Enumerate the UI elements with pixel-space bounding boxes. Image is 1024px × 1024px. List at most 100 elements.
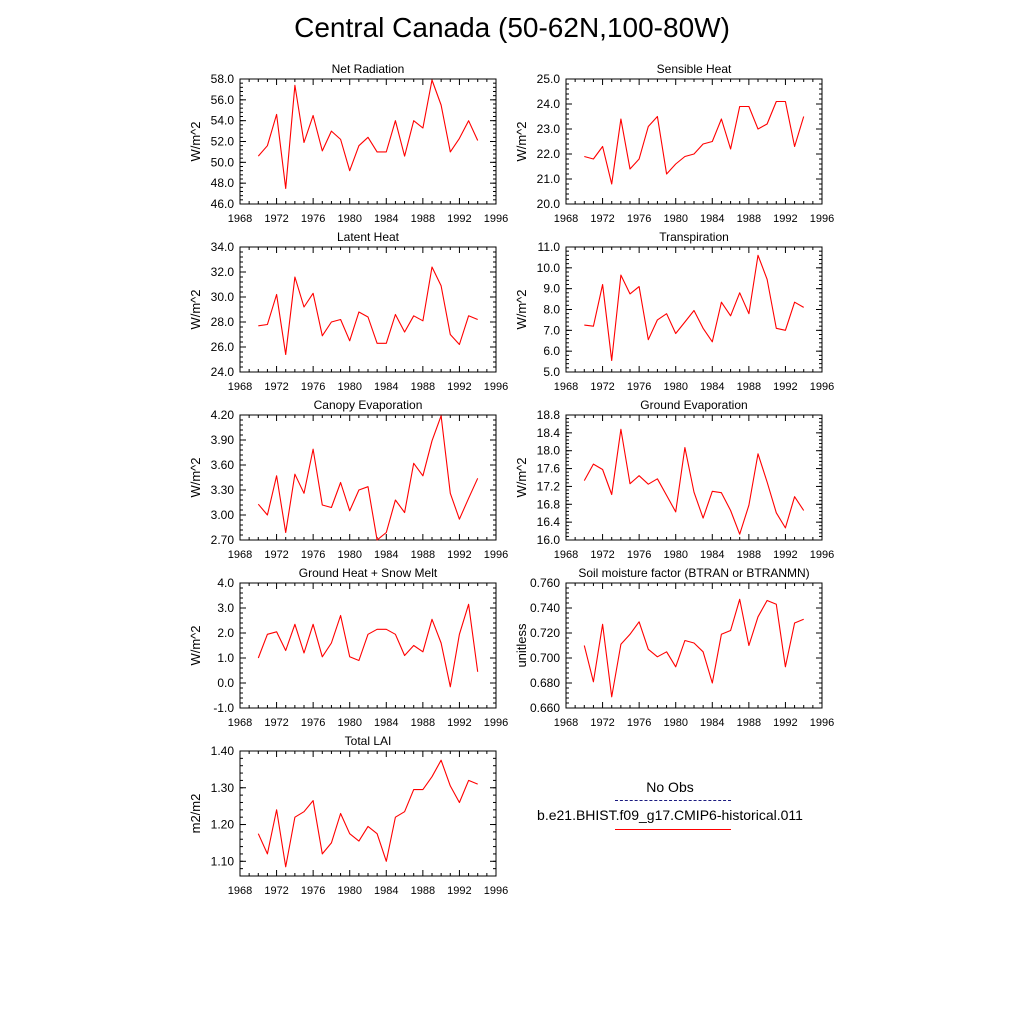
x-tick-label: 1996: [484, 381, 508, 393]
y-tick-label: 26.0: [211, 340, 235, 354]
panel-title: Soil moisture factor (BTRAN or BTRANMN): [578, 566, 809, 580]
x-tick-label: 1980: [337, 381, 361, 393]
x-tick-label: 1972: [264, 885, 288, 897]
y-tick-label: 4.0: [217, 576, 234, 590]
chart-panel: 1968 1972 1976 1980 1984 1988 1992 1996 0.660 0.6…: [514, 566, 834, 729]
y-axis-label: unitless: [514, 623, 529, 668]
page-title: Central Canada (50-62N,100-80W): [294, 12, 730, 43]
series-line: [257, 759, 478, 868]
y-tick-label: 52.0: [211, 135, 235, 149]
y-tick-label: 6.0: [543, 344, 560, 358]
y-tick-label: 17.2: [537, 479, 561, 493]
y-tick-label: 3.0: [217, 601, 234, 615]
y-tick-label: 25.0: [537, 72, 561, 86]
x-tick-label: 1980: [663, 213, 687, 225]
x-tick-label: 1988: [737, 549, 761, 561]
x-tick-label: 1996: [484, 717, 508, 729]
x-tick-label: 1984: [374, 717, 398, 729]
series-line: [584, 254, 804, 362]
chart-panel: 1968 1972 1976 1980 1984 1988 1992 1996 2.70 3.00…: [188, 398, 508, 561]
y-tick-label: 34.0: [211, 240, 235, 254]
y-axis-label: W/m^2: [514, 121, 529, 161]
x-tick-label: 1972: [590, 381, 614, 393]
x-tick-label: 1992: [447, 549, 471, 561]
y-tick-label: -1.0: [213, 701, 234, 715]
y-tick-label: 0.0: [217, 676, 234, 690]
x-tick-label: 1988: [411, 549, 435, 561]
x-tick-label: 1976: [627, 549, 651, 561]
series-line: [584, 100, 805, 185]
series-line: [257, 79, 479, 189]
x-tick-label: 1976: [627, 381, 651, 393]
y-axis-label: W/m^2: [188, 121, 203, 161]
y-tick-label: 3.00: [211, 508, 235, 522]
plot-frame: [239, 414, 497, 541]
x-tick-label: 1988: [411, 885, 435, 897]
y-tick-label: 18.4: [537, 426, 561, 440]
y-tick-label: 18.8: [537, 408, 561, 422]
x-tick-label: 1980: [663, 381, 687, 393]
plot-frame: [565, 246, 823, 373]
y-tick-label: 23.0: [537, 122, 561, 136]
y-tick-label: 8.0: [543, 303, 560, 317]
chart-panel: 1968 1972 1976 1980 1984 1988 1992 1996 46.0 48.0…: [188, 62, 508, 225]
x-tick-label: 1968: [554, 717, 578, 729]
series-line: [257, 415, 479, 541]
x-tick-label: 1996: [484, 549, 508, 561]
x-tick-label: 1988: [411, 213, 435, 225]
series-line: [583, 598, 804, 698]
x-tick-label: 1976: [301, 213, 325, 225]
y-tick-label: 32.0: [211, 265, 235, 279]
x-tick-label: 1984: [700, 381, 724, 393]
y-tick-label: 9.0: [543, 282, 560, 296]
x-tick-label: 1996: [484, 885, 508, 897]
y-tick-label: 1.10: [211, 854, 235, 868]
legend-label-no-obs: No Obs: [646, 779, 694, 795]
y-tick-label: 11.0: [538, 240, 561, 254]
y-tick-label: 3.60: [211, 458, 235, 472]
chart-panel: 1968 1972 1976 1980 1984 1988 1992 1996 16.0 16.4…: [514, 398, 834, 561]
x-tick-label: 1972: [590, 549, 614, 561]
x-tick-label: 1980: [663, 549, 687, 561]
series-line: [257, 603, 479, 688]
x-tick-label: 1988: [737, 717, 761, 729]
x-tick-label: 1968: [228, 549, 252, 561]
y-axis-label: m2/m2: [188, 794, 203, 834]
x-tick-label: 1968: [554, 381, 578, 393]
y-tick-label: 18.0: [537, 444, 561, 458]
x-tick-label: 1976: [301, 885, 325, 897]
series-line: [258, 266, 478, 356]
y-tick-label: 3.30: [211, 483, 235, 497]
series-line: [583, 428, 805, 535]
x-tick-label: 1976: [301, 717, 325, 729]
x-tick-label: 1992: [773, 717, 797, 729]
x-tick-label: 1968: [554, 549, 578, 561]
y-tick-label: 0.740: [530, 601, 560, 615]
y-tick-label: 16.0: [537, 533, 561, 547]
chart-panel: 1968 1972 1976 1980 1984 1988 1992 1996 20.0 21.0…: [514, 62, 834, 225]
plot-frame: [565, 414, 823, 541]
y-tick-label: 21.0: [537, 172, 561, 186]
plot-frame: [565, 78, 823, 205]
y-tick-label: 30.0: [211, 290, 235, 304]
x-tick-label: 1976: [627, 213, 651, 225]
y-tick-label: 20.0: [537, 197, 561, 211]
y-axis-label: W/m^2: [188, 625, 203, 665]
x-tick-label: 1980: [337, 885, 361, 897]
y-tick-label: 7.0: [543, 323, 560, 337]
x-tick-label: 1980: [337, 717, 361, 729]
x-tick-label: 1972: [264, 549, 288, 561]
legend-line-no-obs: [615, 800, 731, 801]
x-tick-label: 1968: [228, 213, 252, 225]
x-tick-label: 1968: [228, 885, 252, 897]
y-tick-label: 0.720: [530, 626, 560, 640]
x-tick-label: 1980: [663, 717, 687, 729]
y-axis-label: W/m^2: [188, 457, 203, 497]
x-tick-label: 1988: [737, 213, 761, 225]
x-tick-label: 1972: [264, 717, 288, 729]
y-tick-label: 24.0: [211, 365, 235, 379]
panel-title: Transpiration: [659, 230, 729, 244]
x-tick-label: 1984: [374, 885, 398, 897]
y-tick-label: 10.0: [537, 261, 561, 275]
